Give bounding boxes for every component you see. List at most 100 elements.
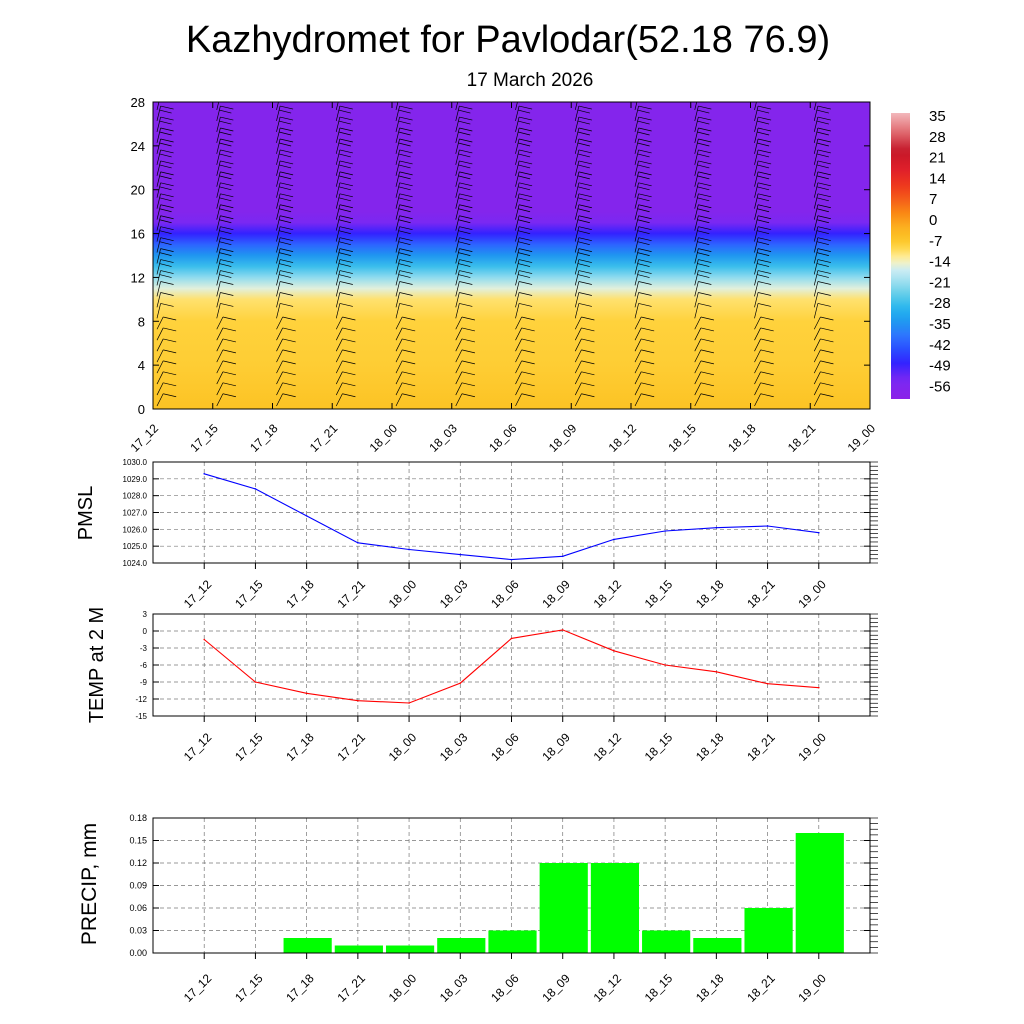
barb-shaft	[455, 292, 460, 308]
barb-flag	[878, 227, 891, 230]
wind-barb	[216, 215, 234, 231]
barb-flag	[399, 138, 413, 143]
barb-shaft	[335, 106, 341, 122]
wind-barb	[813, 292, 831, 308]
barb-flag	[577, 142, 590, 147]
wind-barb	[574, 102, 590, 111]
barb-flag	[279, 186, 292, 191]
barb-shaft	[216, 182, 221, 198]
barb-flag	[339, 105, 353, 110]
barb-flag	[461, 349, 475, 354]
heatmap-x-tick-label: 17_21	[307, 421, 341, 455]
wind-barb	[634, 281, 652, 297]
barb-flag	[160, 193, 174, 198]
temp-2m-y-label: TEMP at 2 M	[86, 607, 108, 723]
wind-barb	[335, 248, 353, 264]
barb-shaft	[216, 327, 224, 341]
barb-flag	[220, 95, 233, 98]
barb-shaft	[335, 382, 343, 396]
barb-flag	[159, 241, 172, 246]
barb-flag	[342, 338, 356, 343]
wind-barb	[694, 193, 712, 209]
barb-flag	[757, 109, 770, 114]
temp-2m-point	[510, 637, 513, 640]
wind-barb	[335, 149, 353, 165]
wind-barb	[634, 371, 655, 385]
barb-flag	[398, 142, 411, 147]
barb-flag	[877, 132, 889, 135]
wind-barb	[694, 102, 710, 111]
barb-flag	[877, 187, 889, 190]
barb-shaft	[813, 226, 819, 242]
colorbar-gradient	[891, 113, 910, 399]
y-tick-label: 3	[143, 610, 148, 619]
wind-barb	[455, 292, 473, 308]
wind-barb	[455, 371, 475, 385]
barb-flag	[339, 182, 353, 187]
barb-flag	[519, 171, 533, 176]
wind-barb	[515, 382, 535, 396]
wind-barb	[754, 171, 772, 187]
wind-barb	[813, 215, 831, 231]
wind-barb	[455, 259, 473, 275]
barb-shaft	[874, 205, 878, 220]
wind-barb	[276, 160, 294, 176]
wind-barb	[634, 237, 652, 253]
barb-flag	[280, 149, 294, 154]
barb-flag	[521, 393, 535, 398]
y-tick-label: -9	[140, 678, 148, 687]
barb-flag	[339, 193, 353, 198]
barb-shaft	[276, 371, 283, 385]
panel-frame	[152, 613, 871, 717]
barb-shaft	[156, 371, 164, 385]
barb-flag	[160, 270, 174, 274]
wind-barb	[156, 349, 177, 363]
barb-flag	[519, 95, 532, 98]
barb-flag	[637, 263, 650, 267]
barb-shaft	[574, 116, 580, 132]
wind-barb	[216, 270, 234, 286]
pmsl-point	[459, 553, 462, 556]
barb-flag	[159, 164, 172, 169]
barb-flag	[163, 371, 177, 376]
barb-flag	[163, 360, 177, 365]
barb-shaft	[694, 149, 699, 165]
barb-flag	[698, 281, 712, 285]
barb-flag	[459, 237, 473, 242]
barb-flag	[280, 105, 294, 110]
barb-flag	[638, 160, 652, 165]
barb-shaft	[455, 127, 460, 143]
barb-shaft	[515, 371, 522, 385]
barb-flag	[697, 219, 710, 224]
wind-barb	[874, 227, 891, 242]
precip-bar	[693, 938, 742, 953]
barb-flag	[163, 349, 177, 354]
wind-barb	[335, 281, 353, 297]
barb-shaft	[216, 116, 221, 132]
barb-shaft	[634, 338, 642, 352]
wind-barb	[156, 215, 174, 231]
barb-flag	[279, 241, 292, 246]
barb-flag	[220, 215, 234, 220]
barb-flag	[638, 88, 650, 91]
wind-barb	[754, 303, 772, 319]
barb-flag	[820, 382, 834, 387]
wind-barb	[156, 382, 177, 396]
wind-barb	[515, 237, 533, 253]
barb-flag	[877, 121, 889, 124]
barb-shaft	[455, 149, 460, 165]
wind-barb	[813, 138, 831, 154]
barb-flag	[639, 84, 652, 87]
wind-barb	[515, 349, 535, 363]
barb-shaft	[156, 160, 161, 176]
barb-shaft	[515, 327, 522, 341]
heatmap-y-tick-label: 8	[138, 314, 145, 329]
wind-barb	[276, 102, 292, 111]
barb-shaft	[335, 316, 343, 330]
barb-flag	[459, 160, 473, 165]
barb-flag	[817, 171, 831, 176]
barb-shaft	[515, 226, 520, 242]
heatmap-x-tick-label: 17_15	[187, 421, 221, 455]
barb-flag	[219, 186, 232, 191]
barb-shaft	[574, 393, 582, 407]
